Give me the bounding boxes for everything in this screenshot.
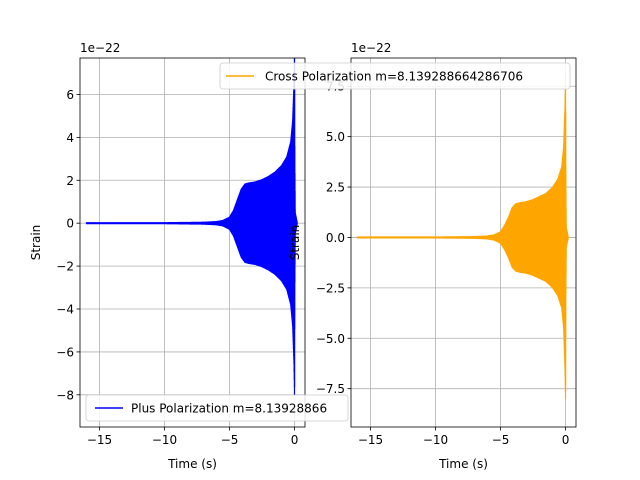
y-tick-label: −5.0 [316, 332, 345, 346]
x-tick-label: −15 [358, 433, 383, 447]
x-axis-label: Time (s) [167, 457, 217, 471]
x-tick-label: −15 [87, 433, 112, 447]
x-tick-label: −5 [492, 433, 510, 447]
y-axis-label: Strain [288, 225, 302, 261]
legend-label: Plus Polarization m=8.13928866 [131, 402, 327, 416]
y-offset-text: 1e−22 [351, 41, 391, 55]
y-tick-label: 2.5 [326, 181, 345, 195]
y-tick-label: 0.0 [326, 231, 345, 245]
x-tick-label: −5 [221, 433, 239, 447]
series-line-1 [358, 72, 569, 399]
y-tick-label: 6 [66, 88, 74, 102]
x-tick-label: 0 [562, 433, 570, 447]
y-tick-label: −6 [56, 345, 74, 359]
x-tick-label: −10 [423, 433, 448, 447]
y-tick-label: 4 [66, 131, 74, 145]
y-tick-label: −7.5 [316, 382, 345, 396]
y-tick-label: −4 [56, 303, 74, 317]
x-axis-label: Time (s) [438, 457, 488, 471]
legend-1: Plus Polarization m=8.13928866 [86, 395, 348, 421]
x-tick-label: 0 [291, 433, 299, 447]
y-axis-label: Strain [29, 225, 43, 261]
legend-2: Cross Polarization m=8.139288664286706 [220, 63, 570, 89]
legend-label: Cross Polarization m=8.139288664286706 [265, 70, 523, 84]
x-tick-label: −10 [152, 433, 177, 447]
y-tick-label: 5.0 [326, 130, 345, 144]
y-tick-label: −2.5 [316, 281, 345, 295]
series-line-1 [87, 47, 298, 395]
y-offset-text: 1e−22 [80, 41, 120, 55]
y-tick-label: −8 [56, 388, 74, 402]
y-tick-label: −2 [56, 260, 74, 274]
y-tick-label: 2 [66, 174, 74, 188]
y-tick-label: 0 [66, 217, 74, 231]
